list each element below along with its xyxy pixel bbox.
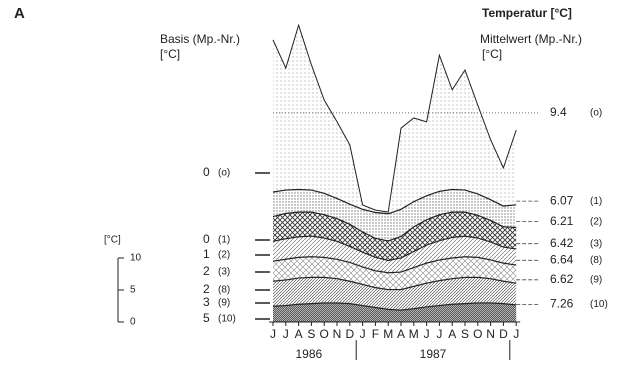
layer-area <box>273 212 517 261</box>
x-tick-label: A <box>448 327 456 341</box>
temperature-line <box>272 23 517 213</box>
mean-label: 6.64 <box>550 252 574 266</box>
panel-label: A <box>14 5 25 22</box>
basis-label: 5 <box>203 311 210 325</box>
right-header: Mittelwert (Mp.-Nr.) <box>480 32 582 46</box>
x-tick-label: O <box>320 327 329 341</box>
layer-area <box>273 256 517 290</box>
probe-label: (8) <box>218 285 230 296</box>
temperature-line <box>272 211 517 242</box>
layer-area <box>273 236 517 273</box>
basis-label: 2 <box>203 282 210 296</box>
year-label: 1986 <box>295 347 322 361</box>
x-tick-label: A <box>295 327 303 341</box>
scale-tick-label: 5 <box>130 285 136 296</box>
left-header: [°C] <box>160 47 180 61</box>
temperature-line <box>272 235 517 262</box>
temperature-line <box>272 188 517 215</box>
probe-label: (8) <box>590 255 602 266</box>
scale-unit: [°C] <box>104 235 121 246</box>
x-tick-label: M <box>383 327 393 341</box>
layer-area <box>273 303 517 322</box>
basis-label: 0 <box>203 232 210 246</box>
x-tick-label: A <box>397 327 405 341</box>
basis-label: 0 <box>203 165 210 179</box>
scale-tick-label: 10 <box>130 253 142 264</box>
basis-label: 2 <box>203 264 210 278</box>
x-tick-label: D <box>499 327 508 341</box>
basis-label: 3 <box>203 295 210 309</box>
basis-label: 1 <box>203 247 210 261</box>
left-header: Basis (Mp.-Nr.) <box>160 32 240 46</box>
probe-label: (9) <box>590 274 602 285</box>
x-tick-label: J <box>283 327 289 341</box>
x-tick-label: S <box>307 327 315 341</box>
probe-label: (10) <box>218 314 236 325</box>
temperature-line <box>272 276 517 291</box>
x-tick-label: D <box>345 327 354 341</box>
x-tick-label: F <box>372 327 379 341</box>
mean-label: 9.4 <box>550 105 567 119</box>
x-tick-label: J <box>270 327 276 341</box>
x-tick-label: J <box>436 327 442 341</box>
x-tick-label: J <box>424 327 430 341</box>
mean-label: 6.42 <box>550 236 574 250</box>
x-tick-label: M <box>409 327 419 341</box>
mean-label: 7.26 <box>550 297 574 311</box>
x-tick-label: N <box>486 327 495 341</box>
x-tick-label: S <box>461 327 469 341</box>
probe-label: (10) <box>590 299 608 310</box>
mean-label: 6.07 <box>550 193 574 207</box>
year-label: 1987 <box>420 347 447 361</box>
probe-label: (3) <box>218 267 230 278</box>
probe-label: (3) <box>590 238 602 249</box>
x-tick-label: J <box>360 327 366 341</box>
right-header: [°C] <box>482 47 502 61</box>
probe-label: (9) <box>218 298 230 309</box>
layer-area <box>273 277 517 311</box>
probe-label: (1) <box>590 196 602 207</box>
probe-label: (2) <box>590 216 602 227</box>
temperature-line <box>272 256 517 274</box>
probe-label: (1) <box>218 235 230 246</box>
probe-label: (o) <box>218 168 230 179</box>
x-tick-label: N <box>333 327 342 341</box>
layer-area <box>273 189 517 241</box>
mean-label: 6.21 <box>550 214 574 228</box>
chart-title: Temperatur [°C] <box>482 6 572 20</box>
probe-label: (o) <box>590 107 602 118</box>
layer-area <box>273 25 517 214</box>
x-tick-label: J <box>513 327 519 341</box>
scale-tick-label: 0 <box>130 317 136 328</box>
temperature-line <box>272 302 517 311</box>
mean-label: 6.62 <box>550 272 574 286</box>
x-tick-label: O <box>473 327 482 341</box>
probe-label: (2) <box>218 250 230 261</box>
